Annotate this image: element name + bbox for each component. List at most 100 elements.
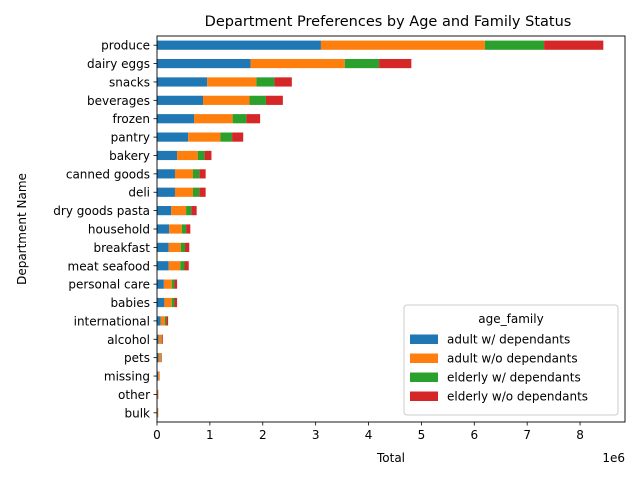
bar-missing-adult-w-o-dependants bbox=[158, 371, 160, 381]
y-tick-label-missing: missing bbox=[104, 370, 150, 384]
y-tick-label-frozen: frozen bbox=[112, 112, 150, 126]
bar-babies-elderly-w-dependants bbox=[171, 297, 175, 308]
bar-produce-adult-w-dependants bbox=[157, 40, 321, 50]
bar-snacks-elderly-w-dependants bbox=[256, 77, 275, 87]
y-tick-label-pantry: pantry bbox=[111, 131, 150, 145]
bar-alcohol-adult-w-o-dependants bbox=[158, 334, 162, 344]
bar-dairy-eggs-adult-w-dependants bbox=[157, 58, 251, 69]
bar-beverages-elderly-w-dependants bbox=[249, 95, 266, 105]
legend-label-elderly-w-o-dependants: elderly w/o dependants bbox=[447, 390, 588, 404]
bar-canned-goods-elderly-w-dependants bbox=[192, 169, 200, 179]
bar-babies-adult-w-o-dependants bbox=[164, 297, 172, 308]
bar-pets-elderly-w-o-dependants bbox=[161, 353, 162, 363]
y-tick-label-bakery: bakery bbox=[109, 149, 150, 163]
bar-frozen-elderly-w-o-dependants bbox=[246, 114, 261, 124]
bar-international-elderly-w-dependants bbox=[164, 316, 167, 326]
x-tick-label-4: 4 bbox=[365, 428, 373, 442]
x-tick-label-1: 1 bbox=[206, 428, 214, 442]
bar-dairy-eggs-elderly-w-o-dependants bbox=[379, 58, 412, 69]
legend: age_family adult w/ dependants adult w/o … bbox=[403, 304, 619, 416]
legend-label-elderly-w-dependants: elderly w/ dependants bbox=[447, 371, 581, 385]
bar-meat-seafood-adult-w-dependants bbox=[157, 261, 169, 271]
bar-dry-goods-pasta-elderly-w-dependants bbox=[186, 206, 192, 216]
bar-snacks-adult-w-o-dependants bbox=[207, 77, 257, 87]
bar-deli-adult-w-dependants bbox=[157, 187, 175, 197]
bar-canned-goods-adult-w-dependants bbox=[157, 169, 175, 179]
bar-frozen-adult-w-dependants bbox=[157, 114, 195, 124]
bar-dry-goods-pasta-adult-w-dependants bbox=[157, 206, 172, 216]
x-axis: 0 1 2 3 4 5 6 7 8 bbox=[153, 422, 584, 442]
bar-dairy-eggs-elderly-w-dependants bbox=[344, 58, 380, 69]
legend-swatch-elderly-w-dependants bbox=[410, 372, 438, 382]
bar-international-elderly-w-o-dependants bbox=[166, 316, 169, 326]
y-tick-label-dry-goods-pasta: dry goods pasta bbox=[53, 204, 150, 218]
legend-swatch-elderly-w-o-dependants bbox=[410, 391, 438, 401]
bar-meat-seafood-adult-w-o-dependants bbox=[168, 261, 181, 271]
x-tick-label-3: 3 bbox=[312, 428, 320, 442]
bar-breakfast-elderly-w-dependants bbox=[180, 242, 186, 252]
bar-canned-goods-elderly-w-o-dependants bbox=[199, 169, 206, 179]
bar-snacks-adult-w-dependants bbox=[157, 77, 208, 87]
x-tick-label-5: 5 bbox=[418, 428, 426, 442]
y-tick-label-dairy-eggs: dairy eggs bbox=[87, 57, 150, 71]
bar-missing-adult-w-dependants bbox=[157, 371, 159, 381]
bars-layer bbox=[157, 40, 604, 418]
bar-personal-care-adult-w-dependants bbox=[157, 279, 164, 289]
bar-international-adult-w-dependants bbox=[157, 316, 161, 326]
y-tick-label-bulk: bulk bbox=[124, 406, 150, 420]
bar-alcohol-elderly-w-o-dependants bbox=[161, 334, 163, 344]
y-tick-label-other: other bbox=[118, 388, 150, 402]
bar-canned-goods-adult-w-o-dependants bbox=[174, 169, 193, 179]
y-tick-label-personal-care: personal care bbox=[68, 278, 150, 292]
bar-household-adult-w-o-dependants bbox=[169, 224, 182, 234]
bar-produce-elderly-w-dependants bbox=[484, 40, 545, 50]
y-tick-label-deli: deli bbox=[128, 186, 150, 200]
bar-produce-adult-w-o-dependants bbox=[320, 40, 485, 50]
bar-beverages-adult-w-dependants bbox=[157, 95, 204, 105]
bar-produce-elderly-w-o-dependants bbox=[544, 40, 604, 50]
y-tick-label-alcohol: alcohol bbox=[107, 333, 150, 347]
bar-breakfast-elderly-w-o-dependants bbox=[185, 242, 190, 252]
bar-international-adult-w-o-dependants bbox=[160, 316, 165, 326]
bar-deli-adult-w-o-dependants bbox=[174, 187, 193, 197]
bar-frozen-adult-w-o-dependants bbox=[194, 114, 233, 124]
bar-pantry-elderly-w-dependants bbox=[220, 132, 233, 142]
bar-bulk-adult-w-o-dependants bbox=[157, 408, 159, 418]
bar-household-adult-w-dependants bbox=[157, 224, 170, 234]
bar-babies-adult-w-dependants bbox=[157, 297, 165, 308]
legend-title: age_family bbox=[478, 312, 543, 326]
bar-dry-goods-pasta-adult-w-o-dependants bbox=[171, 206, 187, 216]
y-tick-label-pets: pets bbox=[124, 351, 150, 365]
legend-label-adult-w-o-dependants: adult w/o dependants bbox=[447, 352, 578, 366]
bar-dairy-eggs-adult-w-o-dependants bbox=[250, 58, 345, 69]
x-tick-label-6: 6 bbox=[470, 428, 478, 442]
bar-pantry-adult-w-o-dependants bbox=[188, 132, 221, 142]
x-tick-label-8: 8 bbox=[576, 428, 584, 442]
y-tick-label-produce: produce bbox=[101, 39, 150, 53]
y-tick-label-beverages: beverages bbox=[87, 94, 150, 108]
bar-bakery-adult-w-dependants bbox=[157, 150, 178, 161]
bar-snacks-elderly-w-o-dependants bbox=[274, 77, 292, 87]
legend-swatch-adult-w-dependants bbox=[410, 334, 438, 344]
y-tick-label-international: international bbox=[74, 314, 150, 328]
bar-beverages-elderly-w-o-dependants bbox=[265, 95, 283, 105]
bar-personal-care-elderly-w-dependants bbox=[171, 279, 175, 289]
x-tick-label-2: 2 bbox=[259, 428, 267, 442]
y-tick-label-breakfast: breakfast bbox=[93, 241, 150, 255]
bar-pets-elderly-w-dependants bbox=[160, 353, 162, 363]
y-tick-label-babies: babies bbox=[110, 296, 150, 310]
y-tick-label-meat-seafood: meat seafood bbox=[68, 259, 150, 273]
bar-bakery-elderly-w-dependants bbox=[197, 150, 205, 161]
bar-pets-adult-w-dependants bbox=[157, 353, 159, 363]
legend-box bbox=[403, 304, 619, 416]
bar-personal-care-elderly-w-o-dependants bbox=[174, 279, 178, 289]
bar-pantry-adult-w-dependants bbox=[157, 132, 189, 142]
y-tick-label-canned-goods: canned goods bbox=[66, 167, 150, 181]
bar-household-elderly-w-dependants bbox=[181, 224, 187, 234]
bar-pantry-elderly-w-o-dependants bbox=[232, 132, 244, 142]
legend-label-adult-w-dependants: adult w/ dependants bbox=[447, 333, 570, 347]
bar-personal-care-adult-w-o-dependants bbox=[163, 279, 172, 289]
bar-beverages-adult-w-o-dependants bbox=[203, 95, 250, 105]
bar-frozen-elderly-w-dependants bbox=[232, 114, 247, 124]
